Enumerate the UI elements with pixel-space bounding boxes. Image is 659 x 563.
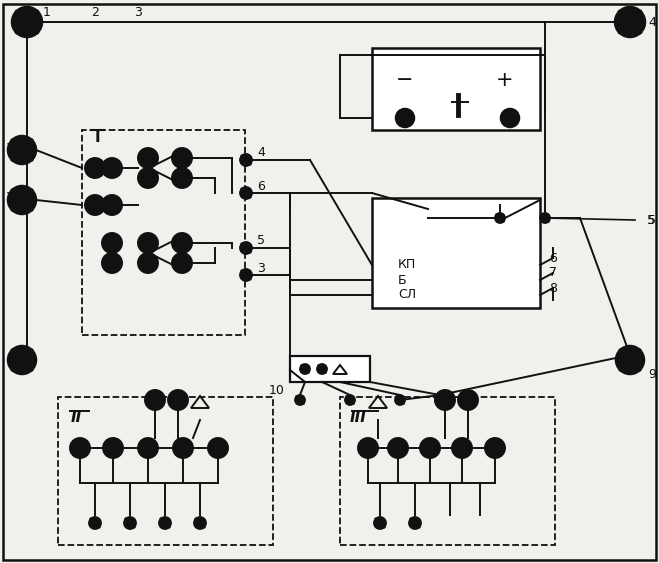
Bar	[340, 397, 555, 545]
Circle shape	[8, 186, 36, 214]
Text: II: II	[71, 410, 82, 426]
Text: 1: 1	[43, 6, 51, 19]
Circle shape	[374, 517, 386, 529]
Circle shape	[395, 395, 405, 405]
Circle shape	[495, 213, 505, 223]
Text: 3: 3	[134, 6, 142, 19]
Circle shape	[317, 364, 327, 374]
Text: Б: Б	[398, 274, 407, 287]
Circle shape	[149, 394, 161, 406]
Circle shape	[138, 438, 158, 458]
Circle shape	[462, 394, 474, 406]
Text: 6: 6	[549, 252, 557, 265]
Text: III: III	[349, 410, 366, 426]
Text: 4: 4	[257, 146, 265, 159]
Text: 5: 5	[647, 213, 655, 226]
Text: 4: 4	[648, 16, 656, 29]
Circle shape	[240, 269, 252, 281]
Circle shape	[89, 517, 101, 529]
Circle shape	[102, 253, 122, 273]
Text: 6: 6	[257, 180, 265, 193]
Circle shape	[8, 136, 36, 164]
Circle shape	[208, 438, 228, 458]
Circle shape	[458, 390, 478, 410]
Circle shape	[485, 438, 505, 458]
Bar	[428, 200, 500, 218]
Circle shape	[358, 438, 378, 458]
Circle shape	[159, 517, 171, 529]
Text: I: I	[94, 131, 100, 145]
Circle shape	[300, 364, 310, 374]
Circle shape	[439, 394, 451, 406]
Text: СЛ: СЛ	[398, 288, 416, 302]
Circle shape	[420, 438, 440, 458]
Text: +: +	[496, 70, 514, 90]
Circle shape	[70, 438, 90, 458]
Circle shape	[138, 253, 158, 273]
Circle shape	[103, 438, 123, 458]
Circle shape	[615, 7, 645, 37]
Circle shape	[102, 158, 122, 178]
Circle shape	[435, 390, 455, 410]
Circle shape	[435, 395, 445, 405]
Text: 5: 5	[257, 235, 265, 248]
Circle shape	[138, 168, 158, 188]
Circle shape	[452, 438, 472, 458]
Circle shape	[172, 394, 184, 406]
Text: 2: 2	[5, 192, 13, 202]
Text: 7: 7	[549, 266, 557, 279]
Text: 1: 1	[5, 143, 13, 153]
Text: 2: 2	[91, 6, 99, 19]
Circle shape	[172, 253, 192, 273]
Bar	[372, 48, 540, 130]
Circle shape	[124, 517, 136, 529]
Circle shape	[102, 195, 122, 215]
Circle shape	[85, 195, 105, 215]
Text: 8: 8	[549, 282, 557, 294]
Circle shape	[102, 233, 122, 253]
Text: 3: 3	[257, 261, 265, 275]
Text: 9: 9	[648, 369, 656, 382]
Circle shape	[240, 187, 252, 199]
Circle shape	[173, 438, 193, 458]
Circle shape	[501, 109, 519, 127]
Circle shape	[240, 242, 252, 254]
Circle shape	[85, 158, 105, 178]
Circle shape	[388, 438, 408, 458]
Circle shape	[138, 148, 158, 168]
Bar	[290, 356, 370, 382]
Circle shape	[172, 233, 192, 253]
Circle shape	[172, 148, 192, 168]
Circle shape	[396, 109, 414, 127]
Circle shape	[240, 154, 252, 166]
Bar	[58, 397, 273, 545]
Circle shape	[172, 168, 192, 188]
Circle shape	[138, 233, 158, 253]
Circle shape	[409, 517, 421, 529]
Circle shape	[12, 7, 42, 37]
Circle shape	[168, 390, 188, 410]
Circle shape	[345, 395, 355, 405]
Text: −: −	[396, 70, 414, 90]
Circle shape	[540, 213, 550, 223]
Circle shape	[8, 346, 36, 374]
Circle shape	[295, 395, 305, 405]
Circle shape	[194, 517, 206, 529]
Text: КП: КП	[398, 258, 416, 271]
Text: 10: 10	[269, 383, 285, 396]
Bar	[82, 130, 245, 335]
Text: 5: 5	[648, 213, 656, 226]
Circle shape	[145, 390, 165, 410]
Bar	[372, 198, 540, 308]
Circle shape	[616, 346, 644, 374]
